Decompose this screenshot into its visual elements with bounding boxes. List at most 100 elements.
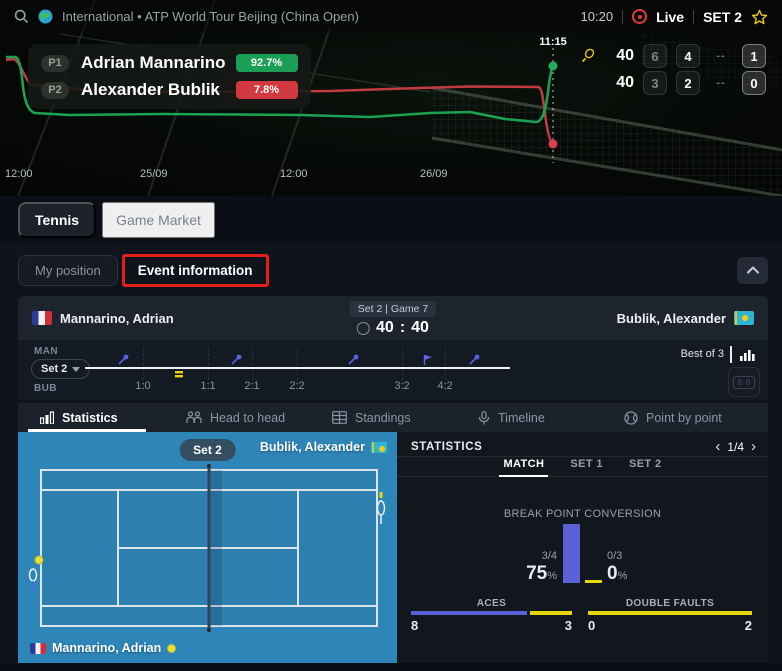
- scoreboard-right: Bublik, Alexander: [609, 311, 754, 326]
- scoreboard-view-toggle[interactable]: 0:0: [728, 367, 760, 397]
- court-top-player: Bublik, Alexander: [260, 440, 387, 454]
- aces-title: ACES: [476, 598, 507, 609]
- mannarino-current-dot: [548, 61, 558, 71]
- breadcrumb[interactable]: International • ATP World Tour Beijing (…: [62, 9, 359, 24]
- break-point-pct-p2: 0%: [607, 563, 671, 585]
- set-game-badge: Set 2 | Game 7: [349, 301, 437, 317]
- timeline-gridline: [143, 348, 144, 390]
- timeline-gridline: [297, 348, 298, 390]
- ball-marker: [34, 555, 44, 565]
- break-point-title: BREAK POINT CONVERSION: [503, 508, 662, 520]
- break-point-bar-p2: [585, 580, 602, 583]
- statistics-icon: [40, 411, 54, 424]
- game-score-label: 2:1: [244, 380, 260, 392]
- game-score-label: 2:2: [289, 380, 305, 392]
- double-faults-bar-p2: [588, 611, 752, 615]
- panel-toolbar: My position Event information: [18, 252, 768, 288]
- tab-label: Point by point: [646, 410, 722, 425]
- game-score-label: 3:2: [394, 380, 410, 392]
- player-racket-icon: [376, 492, 386, 524]
- chevron-down-icon: [72, 366, 81, 372]
- statistics-title: STATISTICS: [411, 440, 483, 453]
- event-information-button[interactable]: Event information: [126, 258, 265, 283]
- timeline-axis: [85, 367, 510, 369]
- stats-tab-match[interactable]: MATCH: [499, 458, 549, 477]
- statistics-header: STATISTICS ‹ 1/4 ›: [411, 439, 756, 454]
- p1-set1-score: 6: [643, 44, 667, 68]
- aces-bar-p2: [530, 611, 572, 615]
- search-icon[interactable]: [14, 9, 29, 24]
- court-bottom-player-name: Mannarino, Adrian: [52, 641, 162, 655]
- standings-icon: [332, 411, 347, 424]
- double-faults-title: DOUBLE FAULTS: [625, 598, 715, 609]
- serving-ball-icon: [167, 643, 177, 653]
- player2-tag: P2: [41, 81, 69, 99]
- bublik-current-dot: [548, 139, 558, 149]
- p2-set1-score: 3: [643, 71, 667, 95]
- my-position-button[interactable]: My position: [18, 254, 118, 286]
- bar-chart-icon: [740, 350, 755, 361]
- match-scoreboard: Mannarino, Adrian Set 2 | Game 7 40 : 40…: [18, 296, 768, 340]
- pager-next-icon[interactable]: ›: [751, 438, 756, 455]
- games-timeline: MAN BUB Set 2 1:0 1:1 2:1: [18, 340, 768, 400]
- tennis-ball-icon: [357, 321, 371, 335]
- tab-standings[interactable]: Standings: [320, 403, 466, 432]
- tab-timeline[interactable]: Timeline: [466, 403, 612, 432]
- market-tabs: Tennis Game Market: [0, 200, 782, 240]
- game-score-label: 1:0: [135, 380, 151, 392]
- tab-game-market[interactable]: Game Market: [102, 202, 215, 238]
- tab-label: Head to head: [210, 410, 286, 425]
- annotation-highlight-box: Event information: [121, 253, 269, 287]
- top-bar: International • ATP World Tour Beijing (…: [0, 0, 782, 33]
- player1-tag: P1: [41, 54, 69, 72]
- stats-tab-set1[interactable]: SET 1: [570, 458, 603, 470]
- double-faults-p1: 0: [588, 618, 596, 633]
- game-score-label: 4:2: [437, 380, 453, 392]
- player1-name: Adrian Mannarino: [81, 53, 226, 72]
- timeline-gridline: [252, 348, 253, 390]
- globe-icon: [38, 9, 53, 24]
- divider: [693, 9, 695, 24]
- p2-sets-won: 0: [742, 71, 766, 95]
- pct-value: 75: [526, 563, 548, 584]
- divider: [622, 9, 624, 24]
- break-point-bar-p1: [563, 524, 580, 583]
- pager-prev-icon[interactable]: ‹: [715, 438, 721, 455]
- statistics-pager: ‹ 1/4 ›: [715, 439, 756, 454]
- divider: [730, 346, 732, 363]
- aces-p1: 8: [411, 618, 419, 633]
- live-score-overlay: 40 6 4 -- 1 40 3 2 -- 0: [579, 44, 766, 95]
- microphone-icon: [478, 410, 490, 424]
- p2-set3-score: --: [716, 77, 726, 89]
- tab-tennis[interactable]: Tennis: [18, 202, 97, 238]
- court-top-player-name: Bublik, Alexander: [259, 440, 365, 454]
- france-flag-icon: [32, 311, 52, 325]
- chart-view-toggle[interactable]: [738, 346, 756, 364]
- odds-chart-canvas: [5, 0, 782, 196]
- chart-x-axis: 12:00 25/09 12:00 26/09: [0, 168, 782, 184]
- head-to-head-icon: [186, 411, 202, 423]
- x-tick: 12:00: [280, 168, 308, 180]
- tab-head-to-head[interactable]: Head to head: [174, 403, 320, 432]
- set-selector-dropdown[interactable]: Set 2: [31, 359, 91, 379]
- double-faults-bar: [588, 611, 752, 615]
- current-set-label: SET 2: [703, 8, 742, 25]
- event-panel: My position Event information Mannarino,…: [0, 244, 782, 663]
- p1-set3-score: --: [716, 50, 726, 62]
- favorite-star-icon[interactable]: [751, 9, 768, 25]
- scoreboard-center: Set 2 | Game 7 40 : 40: [349, 299, 437, 337]
- court-set-badge: Set 2: [179, 439, 236, 461]
- collapse-button[interactable]: [737, 256, 768, 284]
- set-selector-value: Set 2: [41, 363, 68, 375]
- game-score-label: 1:1: [200, 380, 216, 392]
- timeline-gridline: [208, 348, 209, 390]
- tab-point-by-point[interactable]: Point by point: [612, 403, 758, 432]
- stats-tab-set2[interactable]: SET 2: [628, 458, 662, 470]
- player1-probability-badge: 92.7%: [235, 54, 298, 72]
- tab-statistics[interactable]: Statistics: [28, 403, 174, 432]
- tab-label: Standings: [355, 410, 411, 425]
- x-tick: 26/09: [420, 168, 448, 180]
- racket-event-icon: [469, 354, 480, 365]
- aces-values: 8 3: [411, 618, 572, 633]
